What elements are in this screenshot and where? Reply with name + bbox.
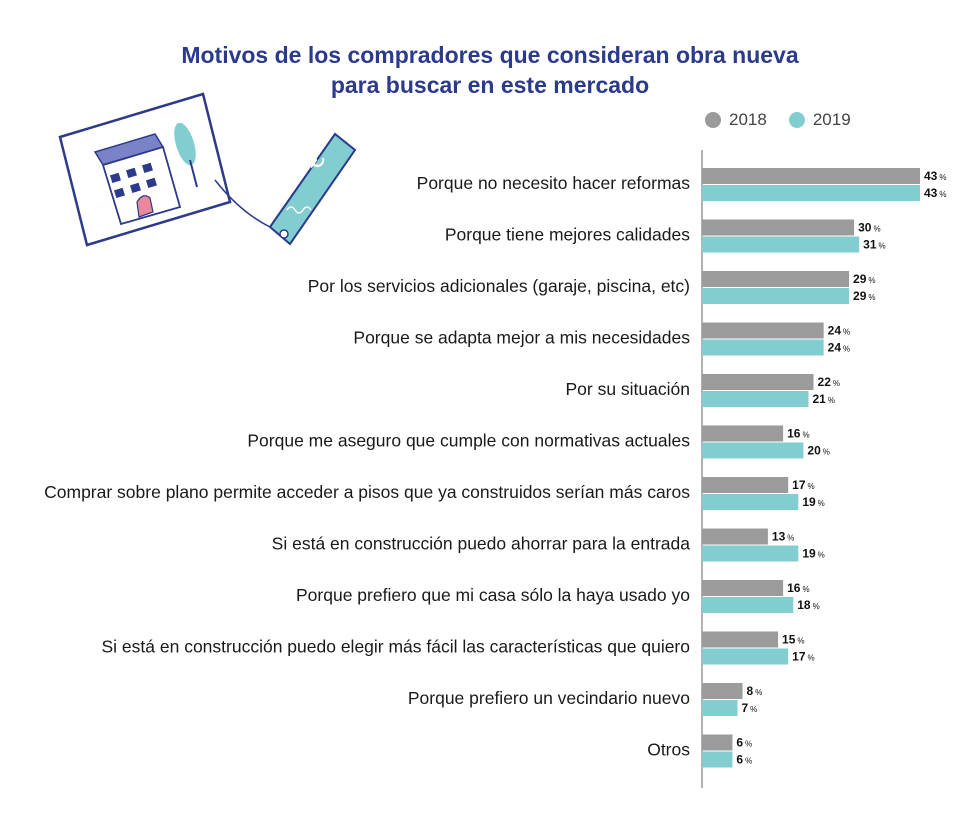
bar-2019 [702,545,799,562]
bar-2019 [702,391,809,407]
bar-2018 [702,425,784,442]
category-label: Porque prefiero que mi casa sólo la haya… [296,585,690,605]
bar-2018 [702,477,789,493]
bar-2018 [702,631,779,648]
legend-label-2019: 2019 [812,110,851,129]
data-label-2019: 20% [807,444,829,458]
category-label: Porque tiene mejores calidades [445,225,690,245]
bar-2018 [702,322,824,339]
data-label-2019: 7% [741,701,757,715]
bar-2019 [702,442,804,459]
category-label: Si está en construcción puedo ahorrar pa… [272,534,691,554]
category-label: Por los servicios adicionales (garaje, p… [308,276,690,296]
bar-2018 [702,528,768,545]
bar-2018 [702,271,850,287]
data-label-2019: 29% [853,289,875,303]
bar-2019 [702,185,920,201]
category-label: Porque me aseguro que cumple con normati… [247,431,690,451]
category-label: Por su situación [565,379,690,399]
data-label-2018: 16% [787,427,809,441]
category-label: Si está en construcción puedo elegir más… [102,637,691,657]
data-label-2019: 31% [863,238,885,252]
data-label-2019: 17% [792,650,814,664]
house-card-icon [58,92,232,247]
data-label-2019: 6% [736,753,752,767]
data-label-2019: 19% [802,495,824,509]
data-label-2018: 22% [818,375,840,389]
legend: 2018 2019 [705,110,873,130]
data-label-2018: 29% [853,272,875,286]
data-label-2018: 13% [772,530,794,544]
data-label-2018: 30% [858,221,880,235]
bar-2019 [702,597,794,613]
data-label-2019: 21% [812,392,834,406]
category-label: Porque prefiero un vecindario nuevo [408,688,690,708]
bar-2019 [702,288,850,304]
house-price-tag-illustration: € [58,92,357,247]
data-label-2018: 17% [792,478,814,492]
data-label-2019: 19% [802,547,824,561]
data-label-2018: 8% [747,684,763,698]
data-label-2018: 15% [782,633,804,647]
data-label-2018: 43% [924,169,946,183]
chart-title-line-1: Motivos de los compradores que considera… [181,42,799,68]
legend-item-2018: 2018 [705,110,767,130]
data-label-2018: 24% [828,324,850,338]
legend-label-2018: 2018 [729,110,767,129]
category-label: Otros [647,740,690,760]
bar-2019 [702,700,738,716]
bar-2019 [702,494,799,510]
legend-item-2019: 2019 [788,110,851,130]
bar-2018 [702,734,733,751]
bar-2018 [702,580,784,596]
legend-swatch-2019 [788,112,805,128]
category-label: Porque se adapta mejor a mis necesidades [353,328,690,348]
bar-2018 [702,683,743,699]
data-label-2018: 16% [787,581,809,595]
data-label-2018: 6% [736,736,752,750]
chart-title-line-2: para buscar en este mercado [330,72,650,98]
data-label-2019: 24% [828,341,850,355]
bar-2018 [702,219,855,236]
data-label-2019: 18% [797,598,819,612]
bar-2019 [702,751,733,768]
category-label: Comprar sobre plano permite acceder a pi… [44,482,690,502]
data-label-2019: 43% [924,186,946,200]
category-label: Porque no necesito hacer reformas [417,173,691,193]
bar-2019 [702,648,789,665]
bar-2018 [702,374,814,390]
bar-2019 [702,236,860,253]
legend-swatch-2018 [705,112,721,128]
bar-2019 [702,339,824,356]
bar-2018 [702,168,920,184]
